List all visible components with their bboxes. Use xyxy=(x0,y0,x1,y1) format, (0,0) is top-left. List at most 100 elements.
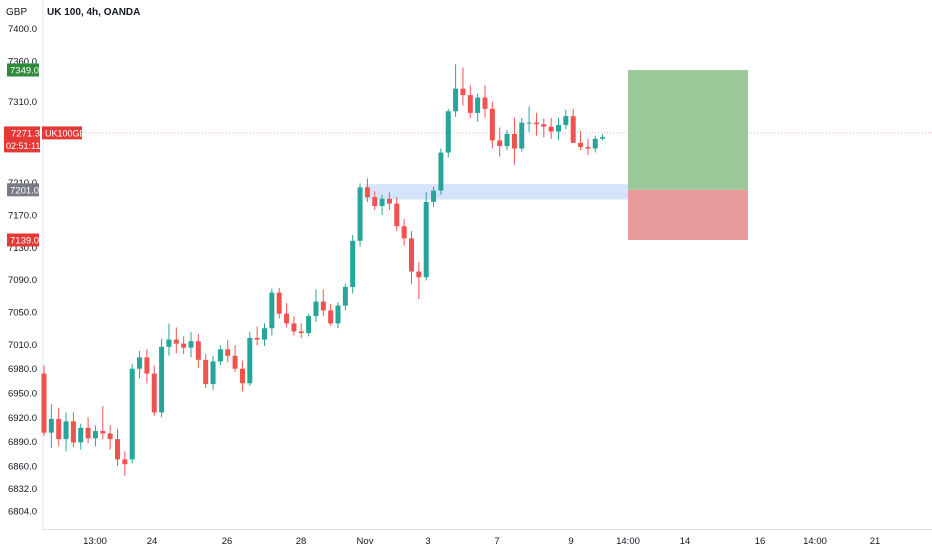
x-tick-label: 13:00 xyxy=(83,536,107,547)
candle[interactable] xyxy=(137,350,143,379)
candle[interactable] xyxy=(41,365,47,436)
candle[interactable] xyxy=(386,192,392,211)
candle[interactable] xyxy=(409,231,414,284)
candle[interactable] xyxy=(511,117,517,165)
candle[interactable] xyxy=(578,130,584,151)
candle[interactable] xyxy=(320,289,326,317)
candle[interactable] xyxy=(548,117,554,139)
entry-price-tag: 7201.0 xyxy=(10,185,39,196)
candle[interactable] xyxy=(100,405,106,440)
candle[interactable] xyxy=(181,336,187,355)
candle[interactable] xyxy=(497,127,503,157)
y-tick-label: 6980.0 xyxy=(8,364,37,375)
candle[interactable] xyxy=(217,345,223,366)
candle[interactable] xyxy=(188,332,194,358)
candle[interactable] xyxy=(585,138,591,155)
candle[interactable] xyxy=(254,326,260,346)
y-tick-label: 7310.0 xyxy=(8,97,37,108)
candle[interactable] xyxy=(166,323,172,356)
candle[interactable] xyxy=(144,349,150,384)
candle[interactable] xyxy=(570,108,576,143)
candle[interactable] xyxy=(122,451,128,476)
position-target-zone[interactable] xyxy=(628,70,748,190)
candle[interactable] xyxy=(56,407,62,447)
candle[interactable] xyxy=(460,67,466,106)
candle[interactable] xyxy=(475,93,481,122)
x-tick-label: 16 xyxy=(755,536,766,547)
candle[interactable] xyxy=(173,327,179,354)
support-zone[interactable] xyxy=(365,184,628,200)
candle[interactable] xyxy=(600,133,606,141)
candle[interactable] xyxy=(394,197,400,232)
candle-countdown: 02:51:11 xyxy=(6,141,40,151)
position-stop-zone[interactable] xyxy=(628,189,748,240)
candle[interactable] xyxy=(438,148,444,195)
candle[interactable] xyxy=(401,218,407,246)
candle[interactable] xyxy=(350,235,356,294)
candle[interactable] xyxy=(48,404,54,449)
candle[interactable] xyxy=(519,117,525,152)
candle[interactable] xyxy=(592,135,598,153)
y-tick-label: 6950.0 xyxy=(8,389,37,400)
x-axis-ticks: 13:00 24 26 28 Nov 3 7 9 14:00 14 16 14:00 21 xyxy=(83,536,880,547)
candle[interactable] xyxy=(115,428,120,466)
candle[interactable] xyxy=(276,287,282,319)
candle[interactable] xyxy=(70,412,76,448)
candle[interactable] xyxy=(482,85,488,118)
candle[interactable] xyxy=(247,331,253,386)
candle[interactable] xyxy=(379,194,385,215)
candle[interactable] xyxy=(298,323,304,338)
candle[interactable] xyxy=(195,333,201,368)
candle[interactable] xyxy=(262,323,267,347)
candle[interactable] xyxy=(445,108,451,158)
candle[interactable] xyxy=(533,112,539,136)
candle[interactable] xyxy=(269,288,275,336)
candle[interactable] xyxy=(291,316,297,336)
y-tick-label: 6804.0 xyxy=(8,507,37,518)
candle[interactable] xyxy=(416,261,422,300)
candle[interactable] xyxy=(504,129,510,151)
candle[interactable] xyxy=(556,117,561,141)
candle[interactable] xyxy=(63,412,69,452)
candle[interactable] xyxy=(306,313,312,337)
candle[interactable] xyxy=(151,365,157,416)
candle[interactable] xyxy=(203,354,209,389)
candle[interactable] xyxy=(342,283,348,311)
candle[interactable] xyxy=(85,417,91,444)
candle[interactable] xyxy=(284,303,290,328)
candle[interactable] xyxy=(92,425,98,447)
symbol-title[interactable]: UK 100, 4h, OANDA xyxy=(47,7,141,18)
candle[interactable] xyxy=(232,345,238,372)
candle[interactable] xyxy=(431,186,437,207)
y-tick-label: 7360.0 xyxy=(8,57,37,68)
candle[interactable] xyxy=(129,363,135,464)
symbol-tag-bg xyxy=(42,126,82,140)
x-tick-label: Nov xyxy=(357,536,374,547)
candle[interactable] xyxy=(357,183,363,247)
candle[interactable] xyxy=(526,106,532,133)
candle[interactable] xyxy=(107,425,113,450)
candle[interactable] xyxy=(225,340,231,363)
candle[interactable] xyxy=(328,303,334,326)
candle[interactable] xyxy=(372,191,378,211)
candle[interactable] xyxy=(210,355,216,390)
y-tick-label: 6890.0 xyxy=(8,437,37,448)
candle[interactable] xyxy=(313,289,319,322)
x-tick-label: 28 xyxy=(296,536,307,547)
target-price-tag: 7349.0 xyxy=(10,66,39,77)
candle[interactable] xyxy=(563,109,569,130)
target-price-tag-bg xyxy=(7,63,39,77)
candle[interactable] xyxy=(453,64,459,117)
candle[interactable] xyxy=(489,101,495,149)
candle[interactable] xyxy=(78,423,84,450)
candle[interactable] xyxy=(541,118,547,138)
candle[interactable] xyxy=(159,338,165,418)
candle[interactable] xyxy=(423,192,429,281)
candle[interactable] xyxy=(239,360,245,392)
candle[interactable] xyxy=(364,178,370,202)
candle[interactable] xyxy=(467,85,473,118)
candle[interactable] xyxy=(335,302,341,329)
x-tick-label: 21 xyxy=(870,536,881,547)
